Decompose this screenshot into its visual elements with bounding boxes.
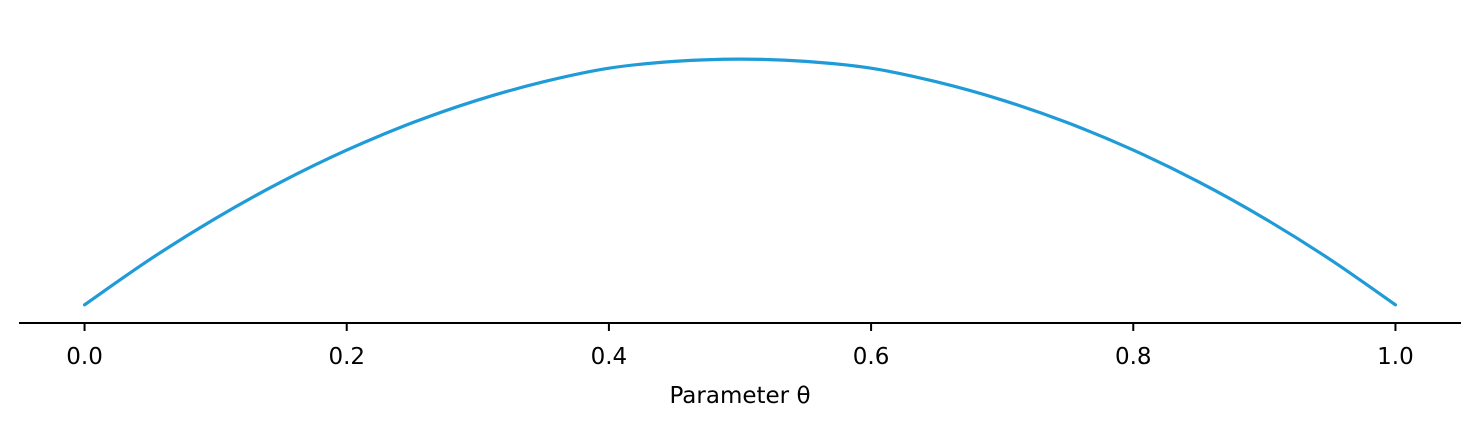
x-tick-label: 0.4 — [591, 344, 628, 370]
x-tick-label: 0.2 — [328, 344, 365, 370]
x-axis-ticks: 0.0 0.2 0.4 0.6 0.8 1.0 — [66, 323, 1414, 370]
x-tick-label: 0.6 — [853, 344, 890, 370]
x-tick-label: 0.8 — [1115, 344, 1152, 370]
series-line — [82, 57, 1398, 307]
x-tick-label: 0.0 — [66, 344, 103, 370]
plot-area — [82, 57, 1398, 307]
x-axis-label: Parameter θ — [669, 383, 810, 409]
x-tick-label: 1.0 — [1377, 344, 1414, 370]
